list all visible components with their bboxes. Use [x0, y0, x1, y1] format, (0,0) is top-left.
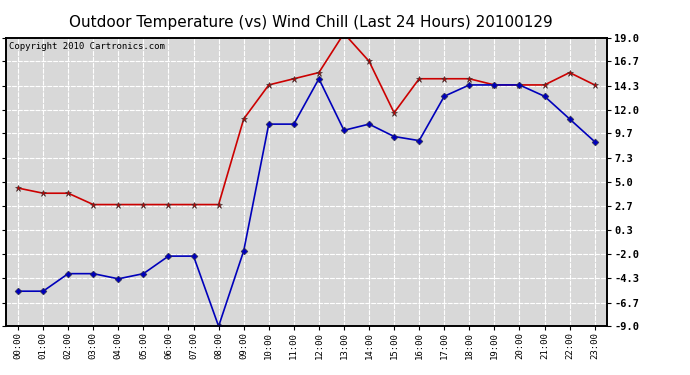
Text: Outdoor Temperature (vs) Wind Chill (Last 24 Hours) 20100129: Outdoor Temperature (vs) Wind Chill (Las… [68, 15, 553, 30]
Text: Copyright 2010 Cartronics.com: Copyright 2010 Cartronics.com [8, 42, 164, 51]
